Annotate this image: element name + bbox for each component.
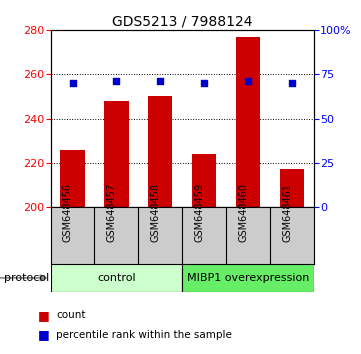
Point: [113, 79, 119, 84]
Bar: [104, 101, 129, 207]
Text: ■: ■: [38, 328, 49, 341]
Bar: [51, 264, 182, 292]
Text: GSM648457: GSM648457: [106, 183, 116, 242]
Bar: [192, 154, 216, 207]
Point: [289, 80, 295, 86]
Point: [70, 80, 75, 86]
Bar: [236, 37, 260, 207]
Bar: [280, 170, 304, 207]
Text: ■: ■: [38, 309, 49, 321]
Text: control: control: [97, 273, 136, 283]
Point: [201, 80, 207, 86]
Text: count: count: [56, 310, 86, 320]
Text: GSM648461: GSM648461: [282, 183, 292, 242]
Bar: [60, 149, 84, 207]
Text: GSM648460: GSM648460: [238, 183, 248, 242]
Bar: [182, 264, 314, 292]
Text: MIBP1 overexpression: MIBP1 overexpression: [187, 273, 309, 283]
Point: [245, 79, 251, 84]
Text: GSM648458: GSM648458: [150, 183, 160, 242]
Bar: [148, 96, 173, 207]
Text: percentile rank within the sample: percentile rank within the sample: [56, 330, 232, 339]
Text: GSM648459: GSM648459: [194, 183, 204, 242]
Text: protocol: protocol: [4, 273, 49, 283]
Text: GSM648456: GSM648456: [62, 183, 73, 242]
Title: GDS5213 / 7988124: GDS5213 / 7988124: [112, 15, 253, 29]
Point: [157, 79, 163, 84]
